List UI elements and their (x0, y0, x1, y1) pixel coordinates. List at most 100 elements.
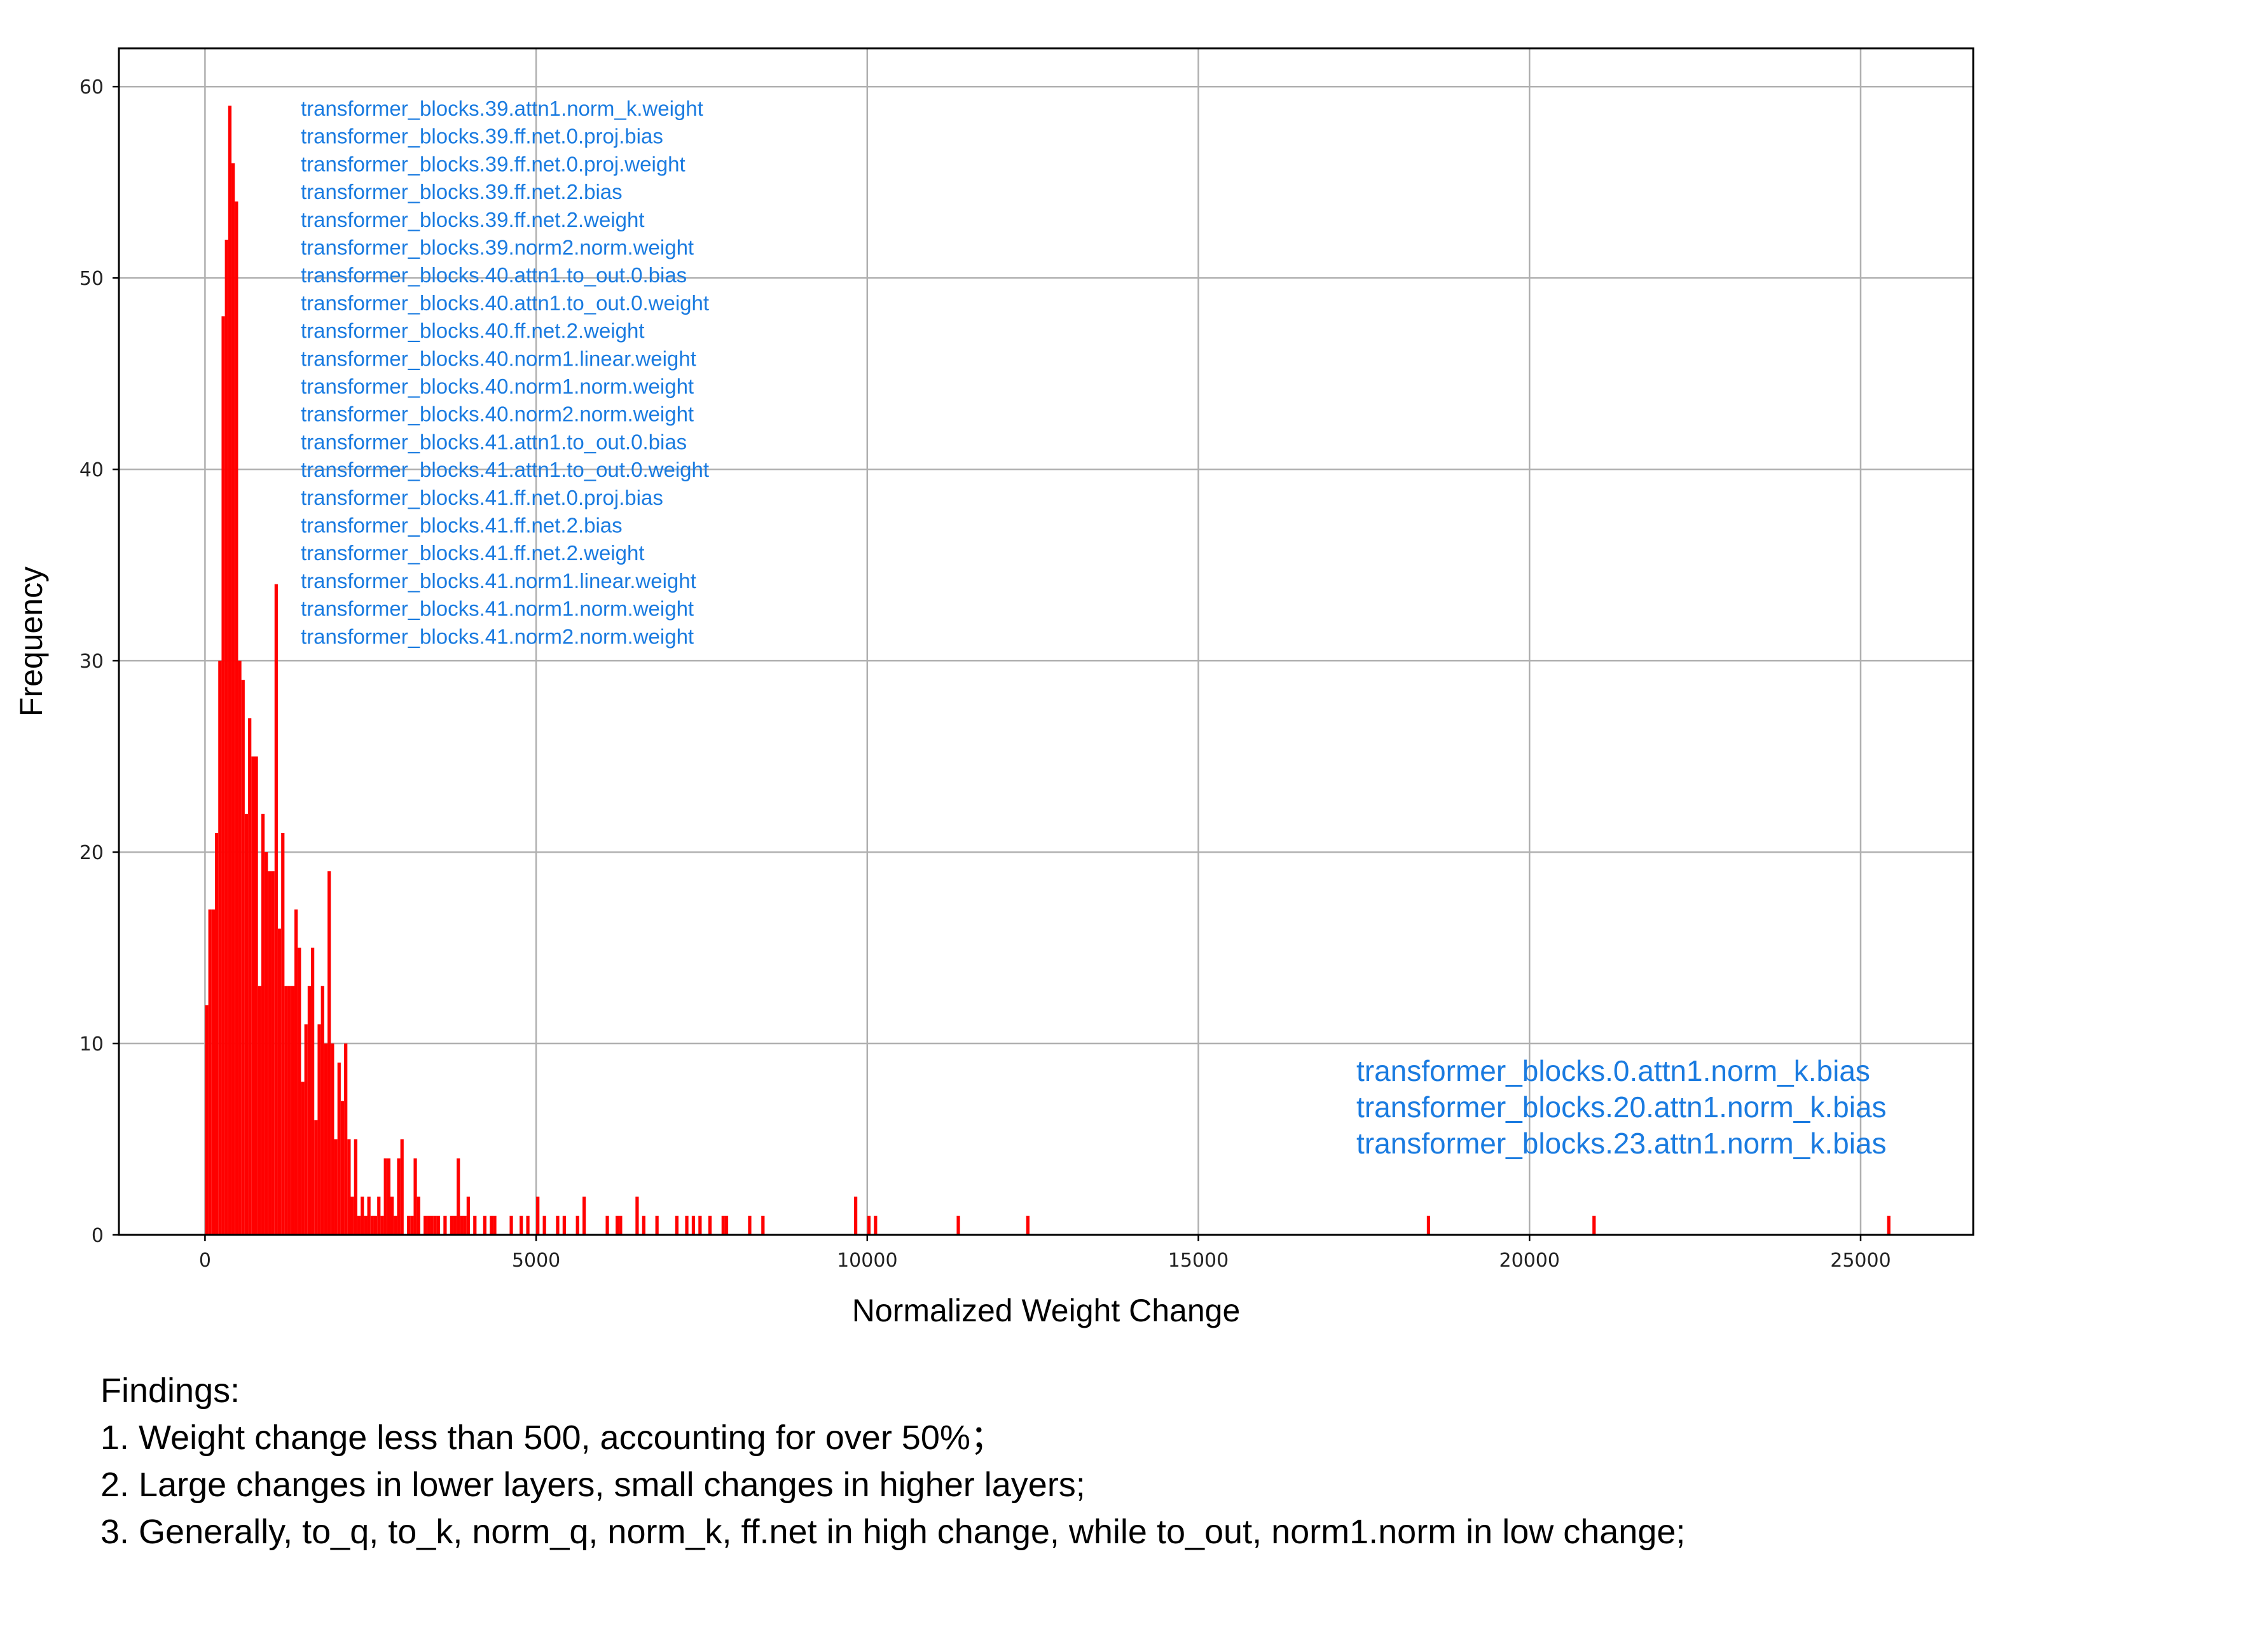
histogram-bar (291, 986, 294, 1235)
histogram-bar (347, 1139, 351, 1235)
histogram-bar (367, 1196, 371, 1235)
histogram-bar (261, 813, 265, 1235)
histogram-bar (354, 1139, 357, 1235)
histogram-bar (509, 1215, 513, 1235)
histogram-bar (281, 832, 285, 1235)
histogram-bar (350, 1196, 354, 1235)
histogram-bar (370, 1215, 374, 1235)
histogram-bar (453, 1215, 457, 1235)
histogram-bar (724, 1215, 729, 1235)
histogram-bar (277, 928, 282, 1235)
annotation-list-top: transformer_blocks.39.attn1.norm_k.weigh… (301, 97, 709, 648)
histogram-bars (205, 106, 1891, 1236)
histogram-bar (340, 1101, 345, 1235)
histogram-bar (407, 1215, 411, 1235)
histogram-bar (655, 1215, 659, 1235)
x-tick-label: 0 (199, 1249, 211, 1272)
histogram-bar (463, 1215, 467, 1235)
y-tick-label: 30 (79, 650, 104, 673)
annotation-top-item: transformer_blocks.40.ff.net.2.weight (301, 319, 645, 343)
histogram-bar (268, 871, 272, 1235)
histogram-bar (231, 163, 235, 1235)
histogram-bar (685, 1215, 689, 1235)
annotation-right-item: transformer_blocks.0.attn1.norm_k.bias (1356, 1054, 1870, 1087)
histogram-bar (304, 1024, 308, 1235)
histogram-bar (254, 756, 258, 1235)
histogram-bar (314, 1120, 318, 1235)
histogram-bar (575, 1215, 579, 1235)
histogram-bar (698, 1215, 702, 1235)
y-tick-label: 0 (92, 1225, 104, 1247)
annotation-top-item: transformer_blocks.41.norm2.norm.weight (301, 624, 694, 648)
annotation-right-item: transformer_blocks.20.attn1.norm_k.bias (1356, 1091, 1887, 1124)
histogram-bar (536, 1196, 540, 1235)
histogram-bar (317, 1024, 321, 1235)
annotation-list-right: transformer_blocks.0.attn1.norm_k.biastr… (1356, 1054, 1887, 1160)
histogram-bar (344, 1043, 348, 1235)
histogram-bar (542, 1215, 546, 1235)
histogram-bar (383, 1158, 387, 1235)
findings-block: Findings: 1. Weight change less than 500… (100, 1367, 2135, 1555)
annotation-top-item: transformer_blocks.41.norm1.norm.weight (301, 597, 694, 621)
y-axis-label: Frequency (13, 567, 49, 717)
histogram-bar (284, 986, 288, 1235)
histogram-bar (400, 1139, 404, 1235)
histogram-bar (424, 1215, 427, 1235)
histogram-bar (605, 1215, 609, 1235)
histogram-bar (380, 1215, 384, 1235)
histogram-bar (271, 871, 275, 1235)
histogram-bar (526, 1215, 530, 1235)
histogram-bar (357, 1215, 361, 1235)
histogram-bar (224, 239, 228, 1235)
histogram-bar (427, 1215, 431, 1235)
histogram-bar (473, 1215, 477, 1235)
histogram-bar (460, 1215, 464, 1235)
histogram-bar (748, 1215, 752, 1235)
annotation-top-item: transformer_blocks.40.attn1.to_out.0.wei… (301, 291, 709, 315)
annotation-top-item: transformer_blocks.41.ff.net.0.proj.bias (301, 486, 663, 509)
histogram-bar (1592, 1215, 1596, 1235)
histogram-bar (635, 1196, 639, 1235)
annotation-right-item: transformer_blocks.23.attn1.norm_k.bias (1356, 1127, 1887, 1160)
annotation-top-item: transformer_blocks.39.norm2.norm.weight (301, 236, 694, 259)
histogram-bar (457, 1158, 460, 1235)
y-tick-label: 20 (79, 842, 104, 864)
histogram-bar (274, 584, 278, 1235)
histogram-bar (708, 1215, 712, 1235)
histogram-bar (311, 947, 315, 1235)
histogram-bar (364, 1215, 368, 1235)
histogram-bar (490, 1215, 493, 1235)
histogram-bar (251, 756, 255, 1235)
histogram-bar (433, 1215, 437, 1235)
y-tick-label: 60 (79, 76, 104, 99)
histogram-bar (867, 1215, 871, 1235)
x-tick-label: 10000 (837, 1249, 897, 1272)
histogram-bar (430, 1215, 434, 1235)
histogram-bar (417, 1196, 420, 1235)
histogram-bar (450, 1215, 453, 1235)
histogram-bar (324, 1043, 328, 1235)
histogram-bar (691, 1215, 696, 1235)
histogram-bar (377, 1196, 381, 1235)
histogram-bar (331, 1043, 334, 1235)
x-tick-label: 15000 (1168, 1249, 1229, 1272)
histogram-bar (294, 909, 298, 1235)
histogram-bar (265, 852, 268, 1235)
finding-item-3: 3. Generally, to_q, to_k, norm_q, norm_k… (100, 1513, 1686, 1551)
histogram-bar (1026, 1215, 1030, 1235)
histogram-bar (956, 1215, 960, 1235)
histogram-bar (287, 986, 291, 1235)
histogram-bar (241, 680, 245, 1235)
histogram-bar (298, 947, 301, 1235)
annotation-top-item: transformer_blocks.41.norm1.linear.weigh… (301, 569, 696, 593)
histogram-bar (387, 1158, 390, 1235)
histogram-bar (337, 1063, 341, 1235)
y-tick-label: 10 (79, 1033, 104, 1056)
histogram-bar (320, 986, 324, 1235)
histogram-bar (619, 1215, 623, 1235)
finding-item-1: 1. Weight change less than 500, accounti… (100, 1419, 1005, 1457)
annotation-top-item: transformer_blocks.39.ff.net.0.proj.bias (301, 125, 663, 148)
histogram-bar (493, 1215, 497, 1235)
histogram-bar (466, 1196, 470, 1235)
annotation-top-item: transformer_blocks.39.attn1.norm_k.weigh… (301, 97, 703, 120)
